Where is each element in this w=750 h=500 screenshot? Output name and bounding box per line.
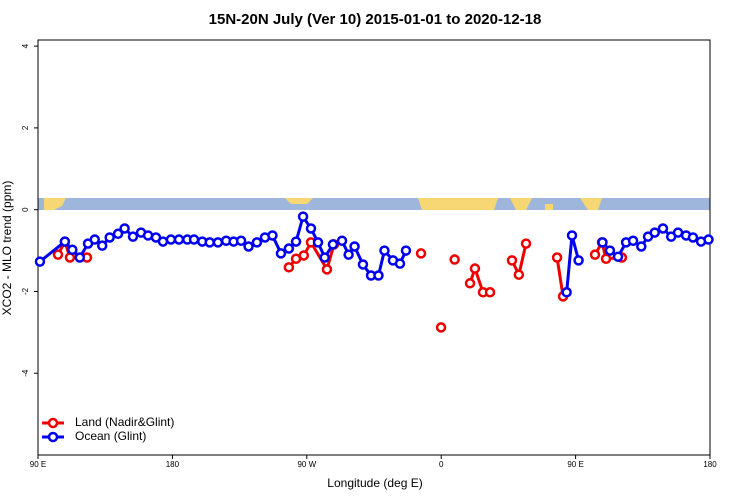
data-point xyxy=(612,251,624,262)
data-point xyxy=(251,237,263,248)
data-point xyxy=(513,269,525,280)
y-tick-label: 2 xyxy=(21,125,30,130)
data-point xyxy=(600,253,612,264)
data-point xyxy=(67,244,78,255)
data-point xyxy=(165,234,177,245)
data-point xyxy=(379,245,390,256)
y-tick-label: -2 xyxy=(21,287,30,295)
data-point xyxy=(415,248,427,259)
data-point xyxy=(267,230,278,241)
data-point xyxy=(373,270,384,281)
data-point xyxy=(551,252,563,263)
data-point xyxy=(173,234,185,245)
legend: Land (Nadir&Glint)Ocean (Glint) xyxy=(40,413,190,445)
data-point xyxy=(283,243,295,254)
data-point xyxy=(283,262,295,273)
data-point xyxy=(74,252,86,263)
y-axis-label: XCO2 - MLO trend (ppm) xyxy=(0,181,14,316)
y-tick-label: 4 xyxy=(21,43,30,48)
plot-frame xyxy=(37,39,711,456)
data-point xyxy=(561,287,572,298)
data-point xyxy=(703,234,714,245)
legend-box xyxy=(40,413,190,445)
data-point xyxy=(52,249,64,260)
data-point xyxy=(343,249,354,260)
x-tick-label: 90 W xyxy=(297,460,316,469)
data-point xyxy=(400,245,412,256)
data-point xyxy=(627,235,639,247)
data-point xyxy=(327,239,339,250)
data-point xyxy=(506,255,518,266)
data-point xyxy=(469,263,481,274)
data-point xyxy=(336,235,348,247)
data-point xyxy=(312,237,324,248)
data-point xyxy=(657,223,669,234)
map-strip xyxy=(38,198,710,210)
data-point xyxy=(636,241,647,252)
y-tick-label: -4 xyxy=(21,369,30,377)
chart-title: 15N-20N July (Ver 10) 2015-01-01 to 2020… xyxy=(209,11,542,28)
data-point xyxy=(573,255,584,266)
data-point xyxy=(319,252,330,263)
x-tick-label: 0 xyxy=(439,460,444,469)
data-point xyxy=(275,248,287,259)
y-tick-label: 0 xyxy=(21,207,30,212)
legend-marker xyxy=(47,431,59,443)
data-point xyxy=(89,234,100,245)
data-point xyxy=(394,258,406,269)
data-point xyxy=(589,249,601,260)
data-point xyxy=(290,236,302,247)
data-point xyxy=(597,237,608,248)
data-point xyxy=(305,223,317,234)
data-point xyxy=(243,241,254,252)
data-point xyxy=(357,259,369,270)
data-point xyxy=(349,241,360,252)
data-point xyxy=(212,237,224,248)
x-tick-label: 90 E xyxy=(567,460,583,469)
data-point xyxy=(484,287,496,298)
data-point xyxy=(464,278,476,289)
data-point xyxy=(96,240,108,251)
data-point xyxy=(449,254,460,265)
data-point xyxy=(649,227,660,238)
data-point xyxy=(321,264,333,275)
x-tick-label: 90 E xyxy=(30,460,46,469)
x-tick-label: 180 xyxy=(166,460,180,469)
data-point xyxy=(59,236,71,247)
legend-label: Land (Nadir&Glint) xyxy=(75,415,174,429)
legend-label: Ocean (Glint) xyxy=(75,429,146,443)
data-point xyxy=(297,211,309,222)
data-point xyxy=(104,232,115,243)
x-tick-label: 180 xyxy=(703,460,717,469)
data-point xyxy=(34,256,46,267)
data-point xyxy=(435,322,447,333)
data-point xyxy=(235,235,247,247)
x-axis-label: Longitude (deg E) xyxy=(327,476,422,490)
data-point xyxy=(672,227,684,238)
legend-marker xyxy=(47,417,59,429)
data-point xyxy=(112,228,124,240)
data-point xyxy=(687,232,699,243)
data-point xyxy=(566,230,578,241)
data-point xyxy=(604,245,616,256)
data-point xyxy=(188,234,200,245)
data-point xyxy=(298,250,310,261)
series-line xyxy=(56,237,623,297)
data-point xyxy=(520,238,532,249)
data-point xyxy=(204,237,215,248)
data-point xyxy=(119,223,130,234)
data-point xyxy=(127,231,139,242)
